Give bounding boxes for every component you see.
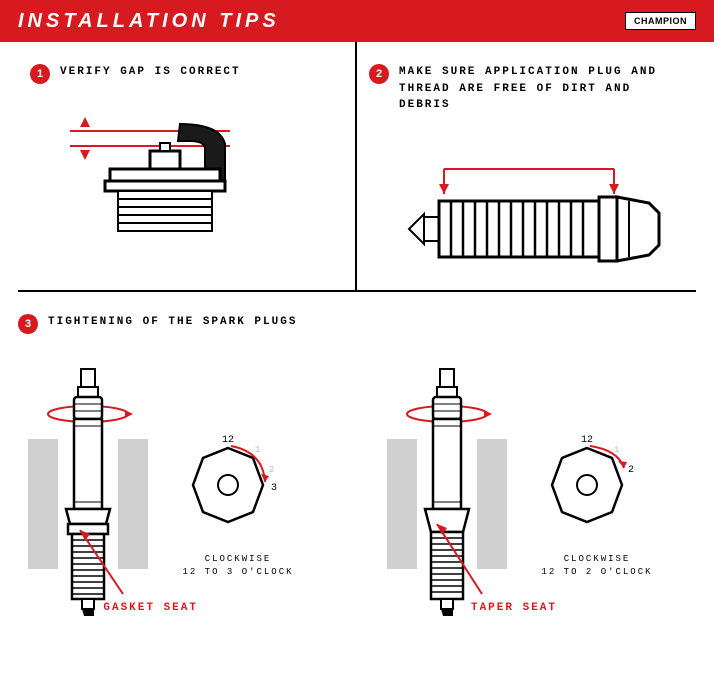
gasket-clock-icon: 12 1 2 3 CLOCKWISE 12 TO 3 O'CLOCK [173, 430, 303, 578]
step-3-panel: 3 TIGHTENING OF THE SPARK PLUGS [0, 292, 714, 666]
step-1-panel: 1 VERIFY GAP IS CORRECT [18, 42, 357, 290]
step-number-badge: 1 [30, 64, 50, 84]
step-number-badge: 2 [369, 64, 389, 84]
gasket-plug-icon: GASKET SEAT [18, 364, 158, 644]
svg-text:2: 2 [269, 465, 274, 475]
header-bar: INSTALLATION TIPS CHAMPION [0, 0, 714, 42]
thread-diagram [369, 139, 684, 299]
tightening-diagrams: GASKET SEAT 12 1 2 3 CLOCKWISE 12 TO 3 O… [18, 364, 696, 644]
taper-seat-group: TAPER SEAT 12 1 2 CLOCKWISE 12 TO 2 O'CL… [377, 364, 696, 644]
gasket-seat-label: GASKET SEAT [103, 602, 198, 614]
gasket-seat-group: GASKET SEAT 12 1 2 3 CLOCKWISE 12 TO 3 O… [18, 364, 337, 644]
taper-seat-label: TAPER SEAT [471, 602, 557, 614]
step-2-text: MAKE SURE APPLICATION PLUG AND THREAD AR… [399, 64, 684, 114]
step-3-text: TIGHTENING OF THE SPARK PLUGS [48, 314, 297, 331]
step-1-header: 1 VERIFY GAP IS CORRECT [30, 64, 343, 84]
step-number-badge: 3 [18, 314, 38, 334]
gap-diagram [30, 109, 343, 269]
gasket-clockwise-text: CLOCKWISE 12 TO 3 O'CLOCK [173, 553, 303, 578]
step-2-header: 2 MAKE SURE APPLICATION PLUG AND THREAD … [369, 64, 684, 114]
taper-plug-icon: TAPER SEAT [377, 364, 517, 644]
step-1-text: VERIFY GAP IS CORRECT [60, 64, 241, 81]
brand-logo: CHAMPION [625, 12, 696, 30]
svg-text:12: 12 [581, 435, 593, 446]
svg-text:2: 2 [628, 465, 634, 476]
step-3-header: 3 TIGHTENING OF THE SPARK PLUGS [18, 314, 696, 334]
step-2-panel: 2 MAKE SURE APPLICATION PLUG AND THREAD … [357, 42, 696, 290]
svg-text:12: 12 [222, 435, 234, 446]
page-title: INSTALLATION TIPS [18, 10, 280, 33]
svg-text:1: 1 [614, 445, 619, 455]
svg-text:1: 1 [255, 445, 260, 455]
top-steps-grid: 1 VERIFY GAP IS CORRECT 2 MAKE S [18, 42, 696, 292]
svg-text:3: 3 [271, 483, 277, 494]
taper-clock-icon: 12 1 2 CLOCKWISE 12 TO 2 O'CLOCK [532, 430, 662, 578]
taper-clockwise-text: CLOCKWISE 12 TO 2 O'CLOCK [532, 553, 662, 578]
